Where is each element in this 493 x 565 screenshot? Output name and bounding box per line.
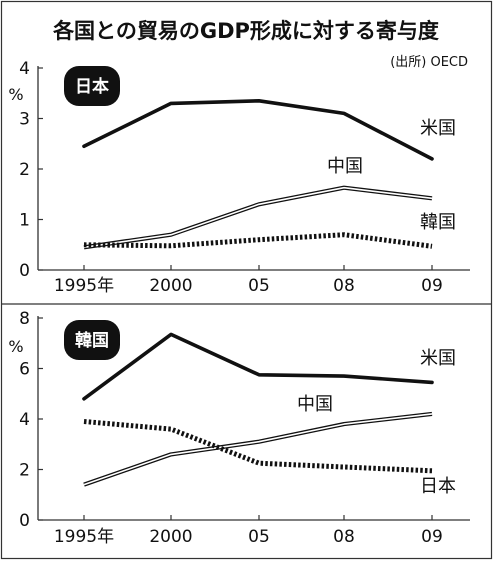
- series-label: 中国: [327, 156, 363, 177]
- x-tick-label: 2000: [149, 276, 192, 296]
- y-tick-label: 8: [19, 309, 30, 329]
- series-label: 韓国: [420, 212, 456, 233]
- y-axis-unit: %: [8, 337, 23, 356]
- y-tick-label: 0: [19, 261, 30, 281]
- y-tick-label: 0: [19, 511, 30, 531]
- x-tick-label: 09: [421, 527, 443, 547]
- y-tick-label: 4: [19, 59, 30, 79]
- panel-title: 韓国: [75, 330, 109, 351]
- x-tick-label: 08: [333, 527, 355, 547]
- y-tick-label: 1: [19, 211, 30, 231]
- source-note: (出所) OECD: [390, 55, 468, 70]
- panel-title: 日本: [75, 76, 109, 97]
- series-label: 日本: [420, 476, 456, 497]
- series-label: 米国: [420, 118, 456, 139]
- y-tick-label: 4: [19, 410, 30, 430]
- chart-title: 各国との貿易のGDP形成に対する寄与度: [52, 19, 439, 43]
- y-tick-label: 2: [19, 461, 30, 481]
- series-line-米国: [84, 101, 432, 159]
- x-tick-label: 09: [421, 276, 443, 296]
- y-tick-label: 3: [19, 110, 30, 130]
- x-tick-label: 08: [333, 276, 355, 296]
- y-tick-label: 6: [19, 360, 30, 380]
- y-tick-label: 2: [19, 160, 30, 180]
- x-tick-label: 1995年: [54, 527, 114, 547]
- series-line-米国: [84, 334, 432, 398]
- x-tick-label: 1995年: [54, 276, 114, 296]
- y-axis-unit: %: [8, 85, 23, 104]
- x-tick-label: 05: [248, 527, 270, 547]
- x-tick-label: 05: [248, 276, 270, 296]
- series-label: 中国: [297, 394, 333, 415]
- x-tick-label: 2000: [149, 527, 192, 547]
- series-line-日本: [84, 422, 432, 471]
- series-label: 米国: [420, 348, 456, 369]
